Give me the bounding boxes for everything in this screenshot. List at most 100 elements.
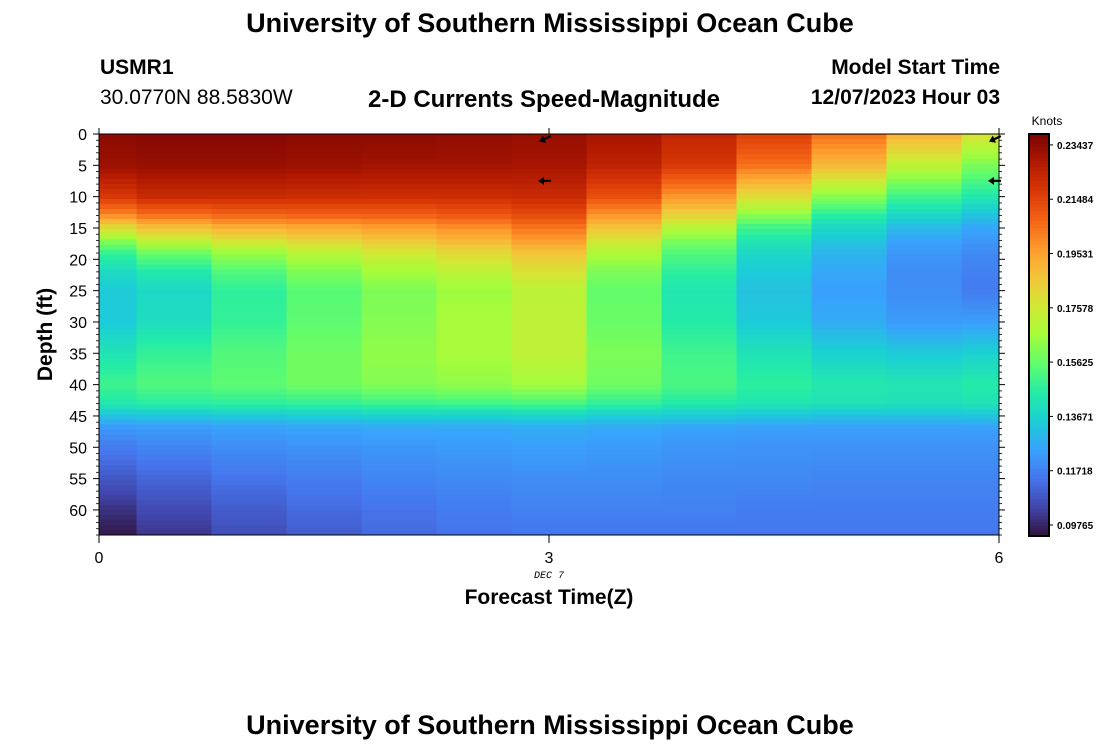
heatmap-cell bbox=[511, 149, 588, 155]
heatmap-cell bbox=[136, 429, 213, 436]
heatmap-cell bbox=[286, 354, 363, 361]
heatmap-cell bbox=[99, 249, 138, 255]
heatmap-cell bbox=[361, 394, 438, 401]
heatmap-cell bbox=[661, 294, 738, 301]
colorbar-segment bbox=[1029, 314, 1049, 319]
heatmap-cell bbox=[99, 479, 138, 486]
heatmap-cell bbox=[811, 524, 888, 531]
heatmap-cell bbox=[586, 209, 663, 215]
colorbar: Knots 0.09765 0.11718 0.13671 0.15625 0.17578… bbox=[1028, 114, 1094, 537]
heatmap-cell bbox=[361, 489, 438, 496]
colorbar-segment bbox=[1029, 301, 1049, 306]
heatmap-cell bbox=[961, 239, 1000, 245]
heatmap-cell bbox=[661, 419, 738, 426]
heatmap-cell bbox=[586, 324, 663, 331]
heatmap-cell bbox=[886, 364, 963, 371]
heatmap-cell bbox=[286, 319, 363, 326]
heatmap-cell bbox=[736, 189, 813, 195]
heatmap-cell bbox=[211, 169, 288, 175]
colorbar-segment bbox=[1029, 365, 1049, 370]
heatmap-cell bbox=[661, 494, 738, 501]
heatmap-cell bbox=[736, 219, 813, 225]
heatmap-cell bbox=[886, 524, 963, 531]
colorbar-segment bbox=[1029, 385, 1049, 390]
heatmap-cell bbox=[436, 134, 513, 140]
heatmap-cell bbox=[436, 429, 513, 436]
heatmap-cell bbox=[961, 394, 1000, 401]
heatmap-cell bbox=[286, 134, 363, 140]
heatmap-cell bbox=[436, 279, 513, 285]
heatmap-cell bbox=[436, 519, 513, 526]
heatmap-cell bbox=[511, 194, 588, 200]
heatmap-cell bbox=[736, 294, 813, 301]
heatmap-cell bbox=[811, 254, 888, 260]
heatmap-cell bbox=[511, 494, 588, 501]
colorbar-segment bbox=[1029, 324, 1049, 329]
heatmap-cell bbox=[511, 334, 588, 341]
heatmap-cell bbox=[886, 479, 963, 486]
heatmap-cell bbox=[586, 179, 663, 185]
heatmap-cell bbox=[286, 309, 363, 316]
heatmap-cell bbox=[736, 244, 813, 250]
heatmap-cell bbox=[436, 329, 513, 336]
heatmap-cell bbox=[136, 254, 213, 260]
colorbar-segment bbox=[1029, 157, 1049, 162]
heatmap-cell bbox=[586, 494, 663, 501]
heatmap-cell bbox=[361, 474, 438, 481]
heatmap-cell bbox=[886, 139, 963, 145]
heatmap-cell bbox=[286, 149, 363, 155]
heatmap-cell bbox=[99, 374, 138, 381]
heatmap-cell bbox=[436, 374, 513, 381]
heatmap-cell bbox=[361, 379, 438, 386]
heatmap-cell bbox=[586, 169, 663, 175]
heatmap-cell bbox=[361, 154, 438, 160]
heatmap-cell bbox=[811, 289, 888, 295]
heatmap-cell bbox=[211, 244, 288, 250]
heatmap-cell bbox=[961, 199, 1000, 205]
heatmap-cell bbox=[436, 259, 513, 265]
colorbar-segment bbox=[1029, 378, 1049, 383]
heatmap-cell bbox=[361, 339, 438, 346]
heatmap-cell bbox=[436, 219, 513, 225]
heatmap-cell bbox=[436, 419, 513, 426]
heatmap-cell bbox=[136, 454, 213, 461]
heatmap-cell bbox=[586, 524, 663, 531]
heatmap-cell bbox=[286, 439, 363, 446]
heatmap-cell bbox=[211, 289, 288, 295]
heatmap-cell bbox=[586, 239, 663, 245]
heatmap-cell bbox=[511, 379, 588, 386]
heatmap-cell bbox=[586, 384, 663, 391]
heatmap-cell bbox=[136, 364, 213, 371]
colorbar-segment bbox=[1029, 304, 1049, 309]
heatmap-cell bbox=[736, 324, 813, 331]
heatmap-cell bbox=[511, 144, 588, 150]
heatmap-cell bbox=[286, 174, 363, 180]
heatmap-cell bbox=[436, 304, 513, 311]
heatmap-cell bbox=[511, 354, 588, 361]
heatmap-cell bbox=[436, 464, 513, 471]
colorbar-segment bbox=[1029, 502, 1049, 507]
heatmap-cell bbox=[99, 499, 138, 506]
colorbar-tick-label: 0.13671 bbox=[1057, 412, 1094, 423]
heatmap-cell bbox=[886, 454, 963, 461]
heatmap-cell bbox=[811, 159, 888, 165]
heatmap-cell bbox=[811, 399, 888, 406]
y-tick-label: 60 bbox=[69, 503, 87, 520]
colorbar-segment bbox=[1029, 351, 1049, 356]
heatmap-cell bbox=[886, 189, 963, 195]
heatmap-cell bbox=[661, 454, 738, 461]
heatmap-cell bbox=[436, 164, 513, 170]
heatmap-cell bbox=[511, 424, 588, 431]
heatmap-cell bbox=[99, 399, 138, 406]
heatmap-cell bbox=[961, 174, 1000, 180]
y-tick-label: 0 bbox=[78, 127, 87, 144]
heatmap-cell bbox=[736, 144, 813, 150]
heatmap-cell bbox=[586, 134, 663, 140]
heatmap-cell bbox=[361, 249, 438, 255]
heatmap-cell bbox=[661, 204, 738, 210]
heatmap-cell bbox=[361, 479, 438, 486]
heatmap-cell bbox=[961, 274, 1000, 280]
heatmap-cell bbox=[586, 329, 663, 336]
heatmap-cell bbox=[136, 459, 213, 466]
heatmap-cell bbox=[361, 244, 438, 250]
